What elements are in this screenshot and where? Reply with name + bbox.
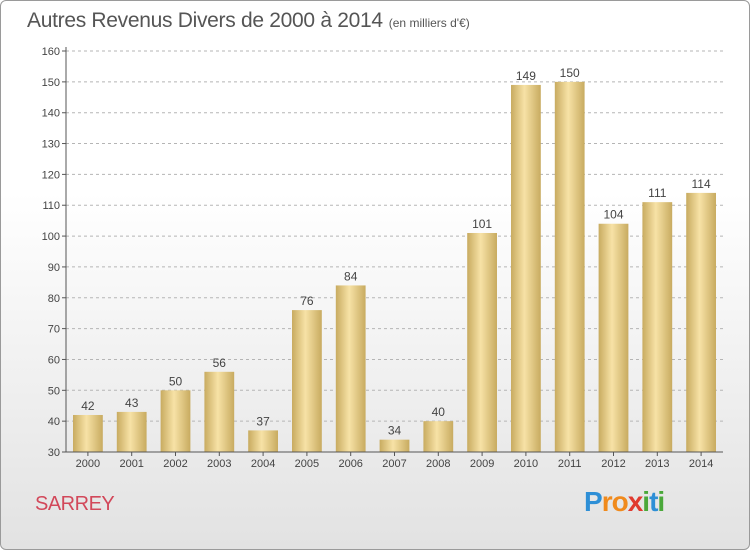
value-label: 37 (256, 414, 270, 428)
axes (62, 47, 723, 456)
y-tick-label: 140 (42, 108, 60, 120)
y-tick-label: 50 (48, 385, 60, 397)
value-label: 76 (300, 294, 314, 308)
x-tick-label: 2002 (163, 458, 187, 470)
x-tick-label: 2004 (251, 458, 275, 470)
x-tick-label: 2001 (119, 458, 143, 470)
x-tick-label: 2008 (426, 458, 450, 470)
y-tick-label: 120 (42, 169, 60, 181)
value-label: 104 (603, 208, 623, 222)
x-tick-label: 2012 (601, 458, 625, 470)
y-tick-label: 100 (42, 231, 60, 243)
x-tick-label: 2000 (76, 458, 100, 470)
city-name: SARREY (35, 493, 115, 515)
value-label: 40 (432, 405, 446, 419)
bar (248, 430, 278, 452)
y-tick-label: 40 (48, 416, 60, 428)
bar (379, 439, 410, 452)
x-tick-label: 2007 (382, 458, 406, 470)
logo-letter: i (657, 486, 665, 517)
bar (511, 84, 541, 452)
y-tick-label: 60 (48, 354, 60, 366)
y-tick-label: 130 (42, 139, 60, 151)
chart-title: Autres Revenus Divers de 2000 à 2014 (en … (27, 9, 470, 33)
value-label: 111 (648, 186, 667, 200)
x-tick-label: 2013 (645, 458, 669, 470)
bar (686, 192, 716, 452)
bar (642, 202, 673, 452)
y-tick-label: 110 (42, 200, 60, 212)
value-label: 150 (560, 66, 580, 80)
bar (116, 411, 147, 452)
bar (554, 81, 585, 452)
bar (598, 223, 629, 452)
logo-letter: r (601, 486, 613, 517)
value-label: 101 (472, 217, 492, 231)
title-text: Autres Revenus Divers de 2000 à 2014 (27, 9, 383, 32)
value-label: 149 (516, 69, 536, 83)
value-label: 114 (692, 177, 711, 191)
logo-letter: o (611, 486, 629, 517)
labels: 30 40 50 60 70 80 90 100 110 120 130 140 150 160 42 200… (42, 46, 714, 470)
x-tick-label: 2010 (514, 458, 538, 470)
bar (160, 390, 191, 452)
value-label: 84 (344, 269, 358, 283)
y-tick-label: 30 (48, 447, 60, 459)
bar (335, 285, 366, 452)
value-label: 56 (213, 356, 227, 370)
y-tick-label: 90 (48, 262, 60, 274)
y-tick-label: 150 (42, 77, 60, 89)
y-tick-label: 160 (42, 46, 60, 58)
bar (73, 414, 103, 452)
y-tick-label: 70 (48, 324, 60, 336)
value-label: 34 (388, 424, 402, 438)
bar (467, 232, 497, 452)
bar (423, 421, 454, 452)
bar (204, 371, 235, 452)
logo-letter: i (642, 486, 650, 517)
value-label: 42 (81, 399, 95, 413)
value-label: 50 (169, 374, 183, 388)
x-tick-label: 2005 (295, 458, 319, 470)
x-tick-label: 2006 (338, 458, 362, 470)
x-tick-label: 2003 (207, 458, 231, 470)
x-tick-label: 2011 (558, 458, 582, 470)
logo-letter: P (584, 486, 603, 517)
title-unit: (en milliers d'€) (388, 16, 470, 30)
bars (73, 81, 716, 452)
x-tick-label: 2014 (689, 458, 713, 470)
proxiti-logo[interactable]: Proxiti (584, 486, 665, 518)
y-tick-label: 80 (48, 293, 60, 305)
logo-letter: x (627, 486, 644, 517)
x-tick-label: 2009 (470, 458, 494, 470)
logo-letter: t (649, 486, 658, 517)
bar (292, 310, 322, 452)
value-label: 43 (125, 396, 139, 410)
